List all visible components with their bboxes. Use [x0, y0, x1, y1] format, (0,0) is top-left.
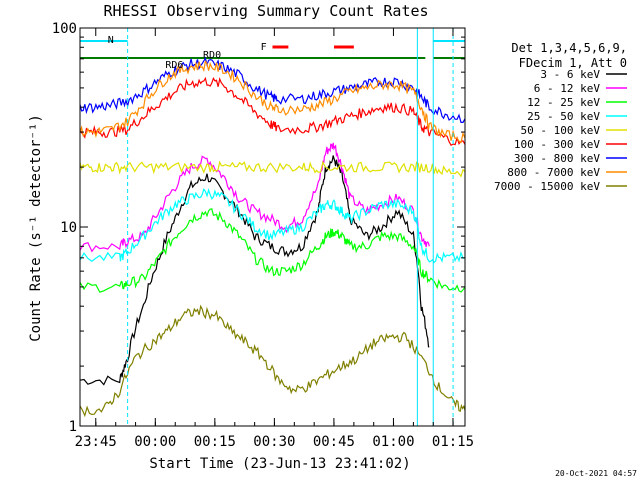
series-line: 25 - 50 keV [79, 187, 466, 264]
x-tick-label: 00:45 [313, 434, 355, 450]
chart-annotation: RD0 [203, 50, 221, 61]
chart-annotations: N RD0 RD6 F [108, 35, 354, 71]
series-line: 7000 - 15000 keV [79, 304, 466, 418]
render-timestamp: 20-Oct-2021 04:57 [555, 469, 637, 478]
legend-entry-label: 800 - 7000 keV [507, 166, 600, 179]
legend-header: FDecim 1, Att 0 [519, 56, 627, 70]
legend-entry-label: 100 - 300 keV [514, 138, 600, 151]
x-tick-label: 01:00 [372, 434, 414, 450]
y-axis-label: Count Rate (s⁻¹ detector⁻¹) [28, 114, 44, 342]
legend-entry-label: 12 - 25 keV [527, 96, 600, 109]
x-tick-label: 01:15 [432, 434, 474, 450]
series-line: 50 - 100 keV [79, 160, 466, 178]
legend-entry-label: 300 - 800 keV [514, 152, 600, 165]
legend-entry-label: 6 - 12 keV [534, 82, 601, 95]
legend-header: Det 1,3,4,5,6,9, [511, 41, 627, 55]
series-line: 6 - 12 keV [79, 142, 430, 253]
axis-ticks: 23:45 00:00 00:15 00:30 00:45 01:00 01:15 1 10 10… [52, 21, 474, 450]
series-line: 12 - 25 keV [79, 208, 466, 293]
chart-title: RHESSI Observing Summary Count Rates [103, 2, 428, 20]
series-line: 100 - 300 keV [79, 76, 466, 147]
chart-annotation: RD6 [165, 60, 183, 71]
y-tick-label: 1 [69, 419, 77, 435]
chart-annotation: N [108, 35, 114, 46]
x-tick-label: 00:30 [253, 434, 295, 450]
x-tick-label: 23:45 [75, 434, 117, 450]
x-tick-label: 00:00 [134, 434, 176, 450]
chart-annotation: F [261, 42, 267, 53]
transition-lines [127, 28, 454, 426]
y-tick-label: 100 [52, 21, 77, 37]
legend-entry-label: 7000 - 15000 keV [494, 180, 600, 193]
x-tick-label: 00:15 [194, 434, 236, 450]
legend-entry-label: 25 - 50 keV [527, 110, 600, 123]
x-axis-label: Start Time (23-Jun-13 23:41:02) [149, 456, 410, 472]
series-line: 300 - 800 keV [79, 56, 466, 124]
legend-entry-label: 50 - 100 keV [521, 124, 601, 137]
legend-entry-label: 3 - 6 keV [540, 68, 600, 81]
y-tick-label: 10 [60, 220, 77, 236]
legend: Det 1,3,4,5,6,9,FDecim 1, Att 03 - 6 keV… [494, 41, 627, 193]
series-line: 3 - 6 keV [79, 155, 430, 386]
series-line: 800 - 7000 keV [79, 59, 466, 144]
